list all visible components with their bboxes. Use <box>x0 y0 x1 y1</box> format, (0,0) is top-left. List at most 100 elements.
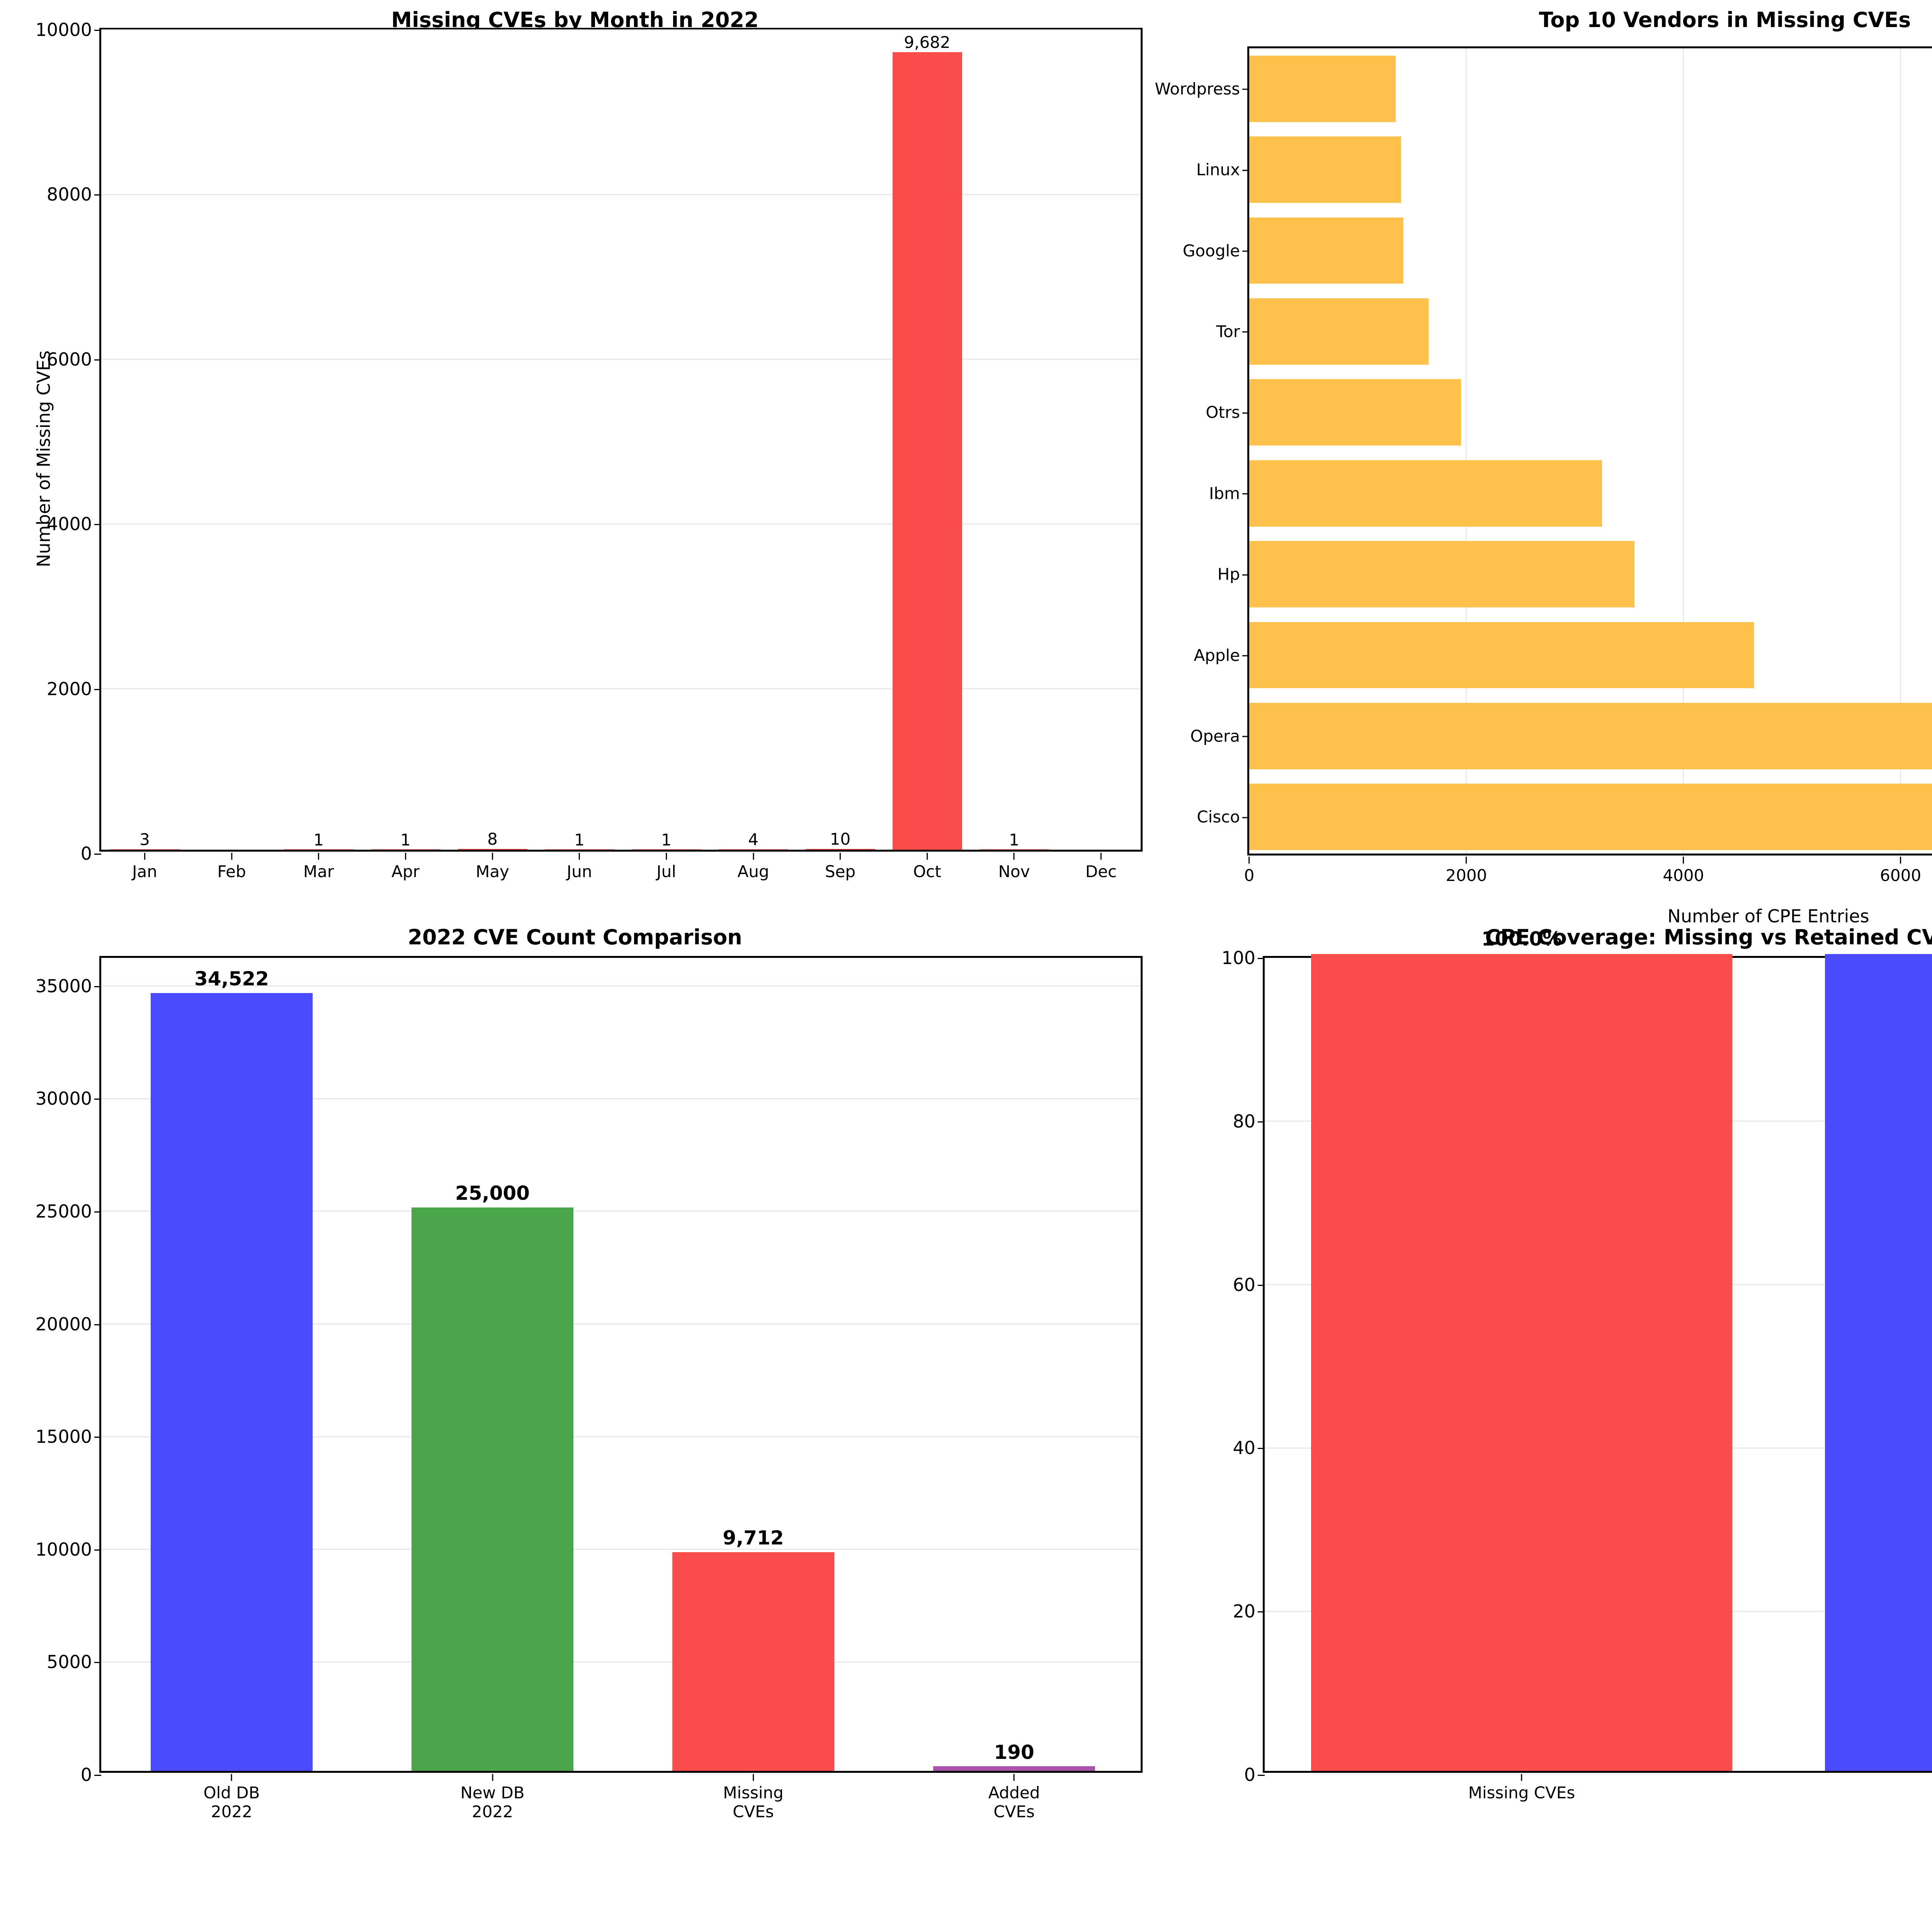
x-axis-tick-label: Missing CVEs <box>1468 1783 1575 1802</box>
bar-value-label: 9,712 <box>723 1526 784 1549</box>
x-axis-tick-label: 6000 <box>1880 866 1922 885</box>
x-axis-tick-label: Jun <box>566 862 592 881</box>
x-axis-tick-label: Oct <box>913 862 941 881</box>
gridline-horizontal <box>101 1323 1141 1325</box>
bar-vendor-cisco <box>1249 784 1932 850</box>
bar-month-apr <box>371 849 440 850</box>
bar-retained-cves <box>1825 954 1932 1771</box>
gridline-horizontal <box>101 359 1141 360</box>
panel-cve-count-comparison: 2022 CVE Count Comparison Number of CVEs… <box>0 918 1150 1836</box>
y-axis-tick-label-vendor: Otrs <box>1206 403 1249 422</box>
x-axis-tick-label: Sep <box>825 862 856 881</box>
y-axis-tick-label: 5000 <box>46 1651 102 1673</box>
x-axis-tick-label: 4000 <box>1663 866 1704 885</box>
bar-vendor-wordpress <box>1249 55 1396 122</box>
bar-value-label: 4 <box>748 830 759 849</box>
bar-value-label: 1 <box>574 830 585 849</box>
y-axis-tick-label: 0 <box>80 843 102 864</box>
bar-added-cves <box>933 1766 1095 1771</box>
x-axis-tick-label: Old DB 2022 <box>204 1783 260 1821</box>
chart-title-top-10-vendors: Top 10 Vendors in Missing CVEs <box>1539 8 1911 32</box>
x-axis-tick-label: Mar <box>303 862 334 881</box>
gridline-horizontal <box>101 1661 1141 1663</box>
gridline-vertical <box>1900 48 1901 854</box>
x-axis-tick-label: Missing CVEs <box>723 1783 784 1821</box>
x-axis-tick-label: Jan <box>132 862 157 881</box>
panel-cpe-coverage: CPE Coverage: Missing vs Retained CVEs C… <box>1150 918 1932 1836</box>
gridline-horizontal <box>101 1211 1141 1212</box>
y-axis-tick-label: 8000 <box>46 184 102 205</box>
bar-month-oct <box>892 52 962 850</box>
x-axis-tick-line: CVEs <box>993 1802 1035 1821</box>
x-axis-tick-label: Feb <box>217 862 246 881</box>
y-axis-label-missing-cves: Number of Missing CVEs <box>33 350 54 567</box>
panel-top-10-vendors: Top 10 Vendors in Missing CVEs 0 2000 4000… <box>1150 0 1932 927</box>
y-axis-tick-label-vendor: Wordpress <box>1155 79 1249 99</box>
y-axis-tick-label-vendor: Hp <box>1217 565 1250 584</box>
bar-value-label: 10 <box>830 829 851 849</box>
x-axis-tick-line: New DB <box>460 1783 525 1802</box>
x-axis-tick-line: CVEs <box>733 1802 774 1821</box>
bar-month-sep <box>805 849 875 850</box>
x-axis-tick-label: Nov <box>998 862 1030 881</box>
bar-value-label: 3 <box>139 830 150 849</box>
y-axis-tick-label: 0 <box>80 1764 102 1785</box>
y-axis-tick-label: 0 <box>1244 1764 1265 1785</box>
bar-value-label: 34,522 <box>194 967 269 990</box>
bar-vendor-tor <box>1249 298 1429 365</box>
bar-value-label: 1 <box>400 830 411 849</box>
gridline-vertical <box>1683 48 1684 854</box>
x-axis-tick-label: 2000 <box>1446 866 1487 885</box>
y-axis-tick-label-vendor: Ibm <box>1209 484 1249 503</box>
gridline-horizontal <box>101 1098 1141 1099</box>
bar-value-label: 8 <box>487 830 498 849</box>
y-axis-tick-label: 100 <box>1221 947 1265 968</box>
x-axis-tick-label: Jul <box>656 862 676 881</box>
gridline-horizontal <box>101 688 1141 690</box>
bar-vendor-google <box>1249 217 1403 284</box>
plot-area-cve-comparison: 0 5000 10000 15000 20000 25000 30000 35000 34,52… <box>36 956 1143 1821</box>
y-axis-tick-label: 20 <box>1233 1601 1265 1622</box>
gridline-horizontal <box>101 29 1141 31</box>
x-axis-tick-label: Aug <box>737 862 769 881</box>
bar-month-aug <box>718 849 788 850</box>
y-axis-tick-label-vendor: Linux <box>1196 160 1250 179</box>
y-axis-tick-label: 4000 <box>46 514 102 535</box>
bar-new-db-2022 <box>412 1208 573 1771</box>
y-axis-tick-label: 10000 <box>35 19 102 40</box>
x-axis-tick-line: 2022 <box>472 1802 513 1821</box>
x-axis-tick-label: New DB 2022 <box>460 1783 524 1821</box>
bar-vendor-ibm <box>1249 460 1602 527</box>
chart-grid: Missing CVEs by Month in 2022 Number of … <box>0 0 1932 1836</box>
x-axis-tick-line: 2022 <box>211 1802 252 1821</box>
bar-month-may <box>457 849 527 850</box>
y-axis-tick-label-vendor: Google <box>1182 241 1250 260</box>
bar-vendor-hp <box>1249 541 1635 607</box>
y-axis-tick-label-vendor: Apple <box>1194 646 1249 665</box>
y-axis-tick-label: 80 <box>1233 1111 1265 1132</box>
plot-area-missing-cves: 0 2000 4000 6000 8000 10000 3 Jan Feb 1 Mar 1 Apr 8 Ma… <box>36 19 1143 881</box>
y-axis-tick-label: 2000 <box>46 678 102 699</box>
y-axis-tick-label: 10000 <box>35 1539 102 1560</box>
x-axis-tick-line: Old DB <box>203 1783 260 1802</box>
bar-value-label: 25,000 <box>455 1182 530 1204</box>
bar-value-label: 1 <box>661 830 672 849</box>
panel-missing-cves-by-month: Missing CVEs by Month in 2022 Number of … <box>0 0 1150 918</box>
x-axis-tick-label: Apr <box>391 862 420 881</box>
x-axis-tick-line: Added <box>988 1783 1040 1802</box>
gridline-horizontal <box>101 1549 1141 1550</box>
bar-value-label: 190 <box>994 1741 1034 1764</box>
gridline-vertical <box>1466 48 1467 854</box>
gridline-horizontal <box>101 985 1141 987</box>
y-axis-tick-label: 15000 <box>35 1426 102 1447</box>
bar-value-label: 9,682 <box>904 32 951 52</box>
x-axis-tick-label: May <box>476 862 509 881</box>
x-axis-label-cpe-entries: Number of CPE Entries <box>1667 906 1869 927</box>
bar-value-label: 1 <box>313 830 324 849</box>
y-axis-tick-label-vendor: Opera <box>1190 726 1249 746</box>
bar-vendor-opera <box>1249 703 1932 769</box>
y-axis-tick-label: 30000 <box>35 1088 102 1109</box>
bar-value-label: 1 <box>1009 830 1019 849</box>
x-axis-tick-label: 0 <box>1244 866 1255 885</box>
